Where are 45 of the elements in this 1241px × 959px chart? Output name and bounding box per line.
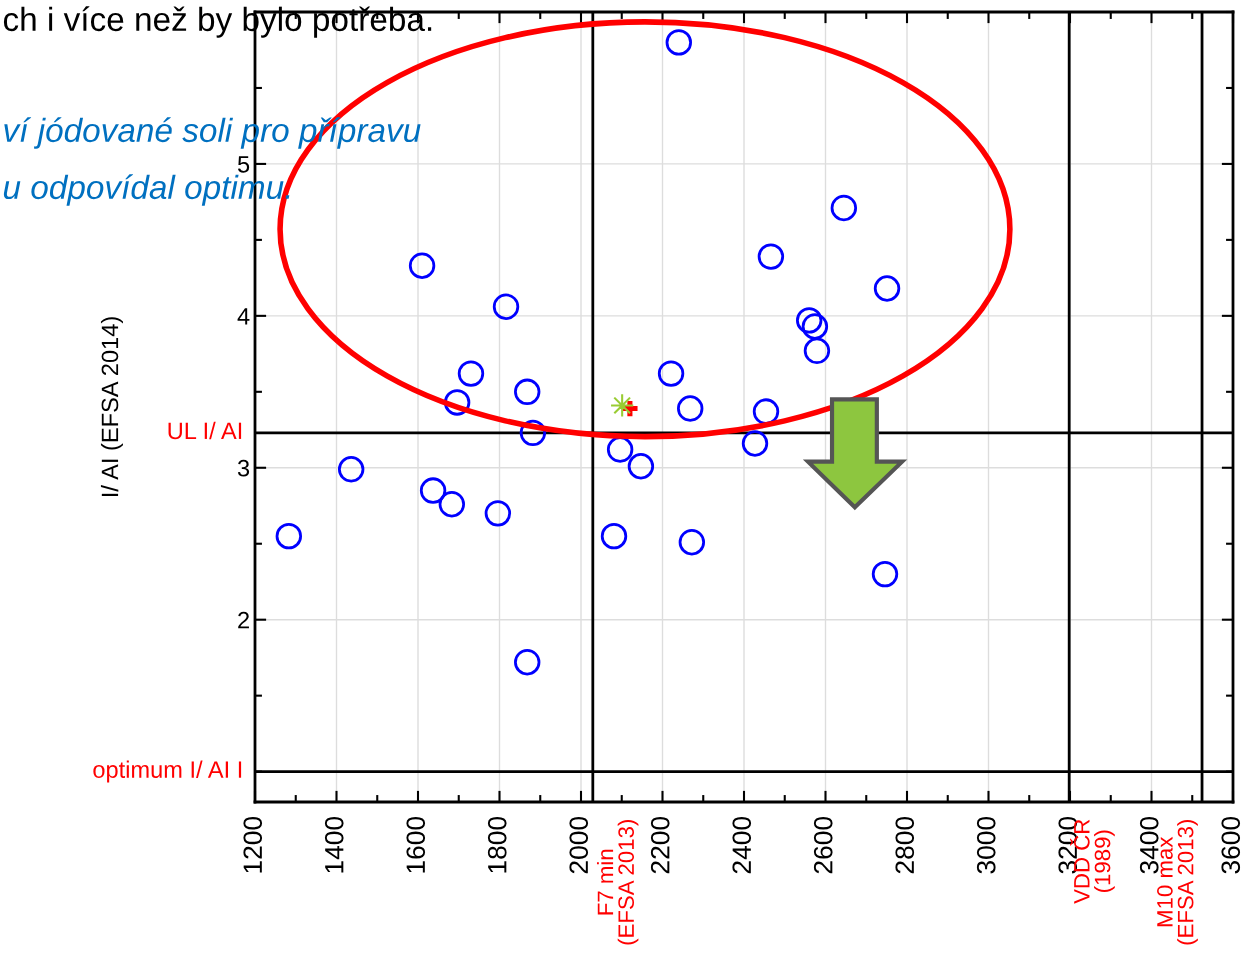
point [801, 313, 829, 340]
point [757, 243, 785, 270]
x-tick-label: 1200 [243, 816, 263, 873]
point [600, 522, 628, 550]
point [741, 430, 769, 457]
y-tick-label: 3 [237, 459, 250, 477]
y-axis-title: I/ AI (EFSA 2014) [100, 317, 123, 497]
x-tick-label: 2600 [813, 816, 833, 874]
point [610, 393, 635, 418]
point [627, 453, 655, 480]
point [438, 491, 466, 518]
point [677, 395, 704, 422]
ref-line-label: UL I/ AI [168, 421, 242, 440]
point [678, 529, 706, 556]
x-tick-label: 1800 [487, 816, 507, 873]
point [514, 378, 541, 405]
point [457, 360, 485, 387]
point [484, 500, 512, 527]
point [665, 29, 692, 56]
ref-line-label: F7 min (EFSA 2013) [596, 820, 639, 945]
point [337, 456, 365, 483]
point [419, 477, 447, 504]
point [871, 560, 899, 588]
x-tick-label: 3400 [1139, 816, 1159, 874]
x-tick-label: 2200 [650, 816, 670, 874]
y-tick-label: 4 [237, 308, 250, 325]
point [408, 252, 436, 279]
x-tick-label: 1400 [324, 816, 344, 873]
point [803, 337, 831, 364]
x-tick-label: 3600 [1221, 816, 1241, 874]
x-tick-label: 2800 [895, 816, 915, 874]
point [275, 522, 303, 550]
ref-line-label: optimum I/ AI I [93, 760, 242, 783]
point [796, 307, 823, 334]
y-tick-label: 2 [238, 611, 249, 629]
point [514, 649, 541, 676]
y-tick-label: 5 [237, 156, 250, 173]
x-tick-label: 2400 [732, 816, 752, 874]
point [873, 275, 901, 302]
point [830, 194, 858, 222]
x-tick-label: 1600 [406, 816, 426, 873]
point [492, 293, 520, 320]
point [657, 360, 685, 387]
x-tick-label: 2000 [569, 816, 589, 874]
x-tick-label: 3000 [976, 816, 996, 874]
